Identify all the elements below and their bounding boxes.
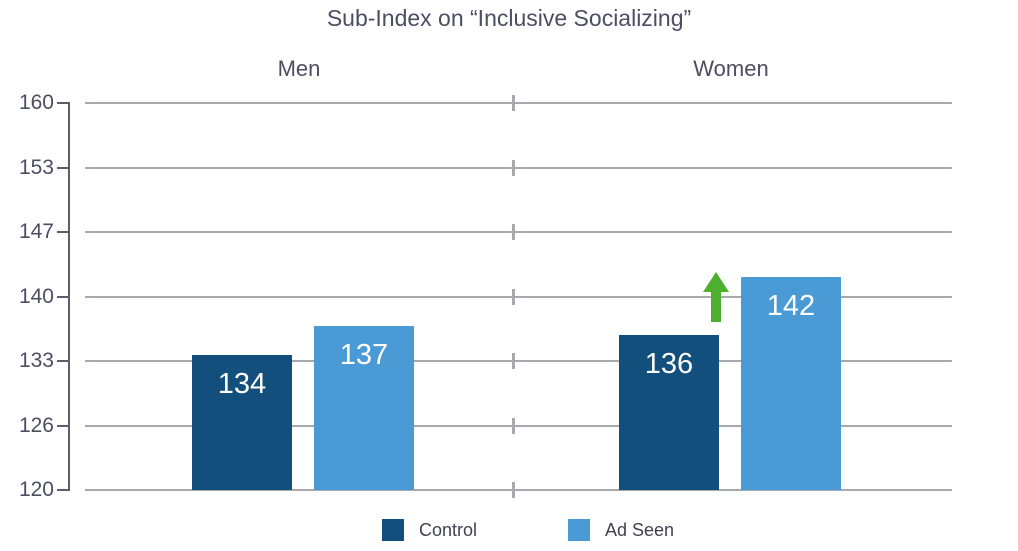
y-axis-tick [57,102,69,104]
center-divider-tick [512,482,515,498]
legend-label-ad-seen: Ad Seen [605,520,675,540]
bar-value-label: 134 [217,367,267,400]
y-axis-tick-label: 126 [18,413,54,437]
arrow-stem [711,290,721,323]
center-divider-tick [512,288,515,305]
y-axis-tick-label: 120 [18,478,54,501]
y-axis-line [68,102,70,491]
center-divider-tick [512,224,515,240]
group-label-women: Women [693,56,769,81]
bar-women-control: 136 [619,335,719,490]
y-axis-tick-label: 147 [18,220,54,243]
bar-men-ad-seen: 137 [314,325,414,490]
y-axis-tick-label: 160 [18,91,54,114]
center-divider-tick [512,353,515,369]
bar-value-label: 142 [766,290,816,323]
center-divider-tick [512,417,515,434]
gridline [85,102,952,104]
y-axis-tick [57,231,69,233]
legend-swatch-control [382,519,404,541]
legend-item-control: Control [382,519,477,541]
gridline [85,231,952,233]
gridline [85,489,952,491]
bar-men-control: 134 [192,354,292,490]
center-divider-tick [512,159,515,176]
gridline [85,166,952,169]
bar-value-label: 137 [339,338,389,371]
bar-women-ad-seen: 142 [741,277,841,490]
legend-item-ad-seen: Ad Seen [568,519,674,541]
gridline [85,295,952,298]
chart-title: Sub-Index on “Inclusive Socializing” [326,5,692,31]
y-axis-tick [57,489,69,491]
gridline [85,424,952,427]
legend-swatch-ad-seen [568,519,590,541]
y-axis-tick-label: 140 [18,284,54,308]
arrow-head [703,272,729,293]
y-axis-tick-label: 153 [18,155,54,179]
bar-value-label: 136 [644,348,694,381]
y-axis-tick [57,295,69,298]
y-axis-tick-label: 133 [18,349,54,372]
y-axis-tick [57,166,69,169]
y-axis-tick [57,360,69,362]
group-label-men: Men [277,56,321,81]
y-axis-tick [57,424,69,427]
center-divider-tick [512,95,515,111]
increase-arrow-icon [703,272,729,323]
gridline [85,360,952,362]
legend-label-control: Control [419,520,478,540]
